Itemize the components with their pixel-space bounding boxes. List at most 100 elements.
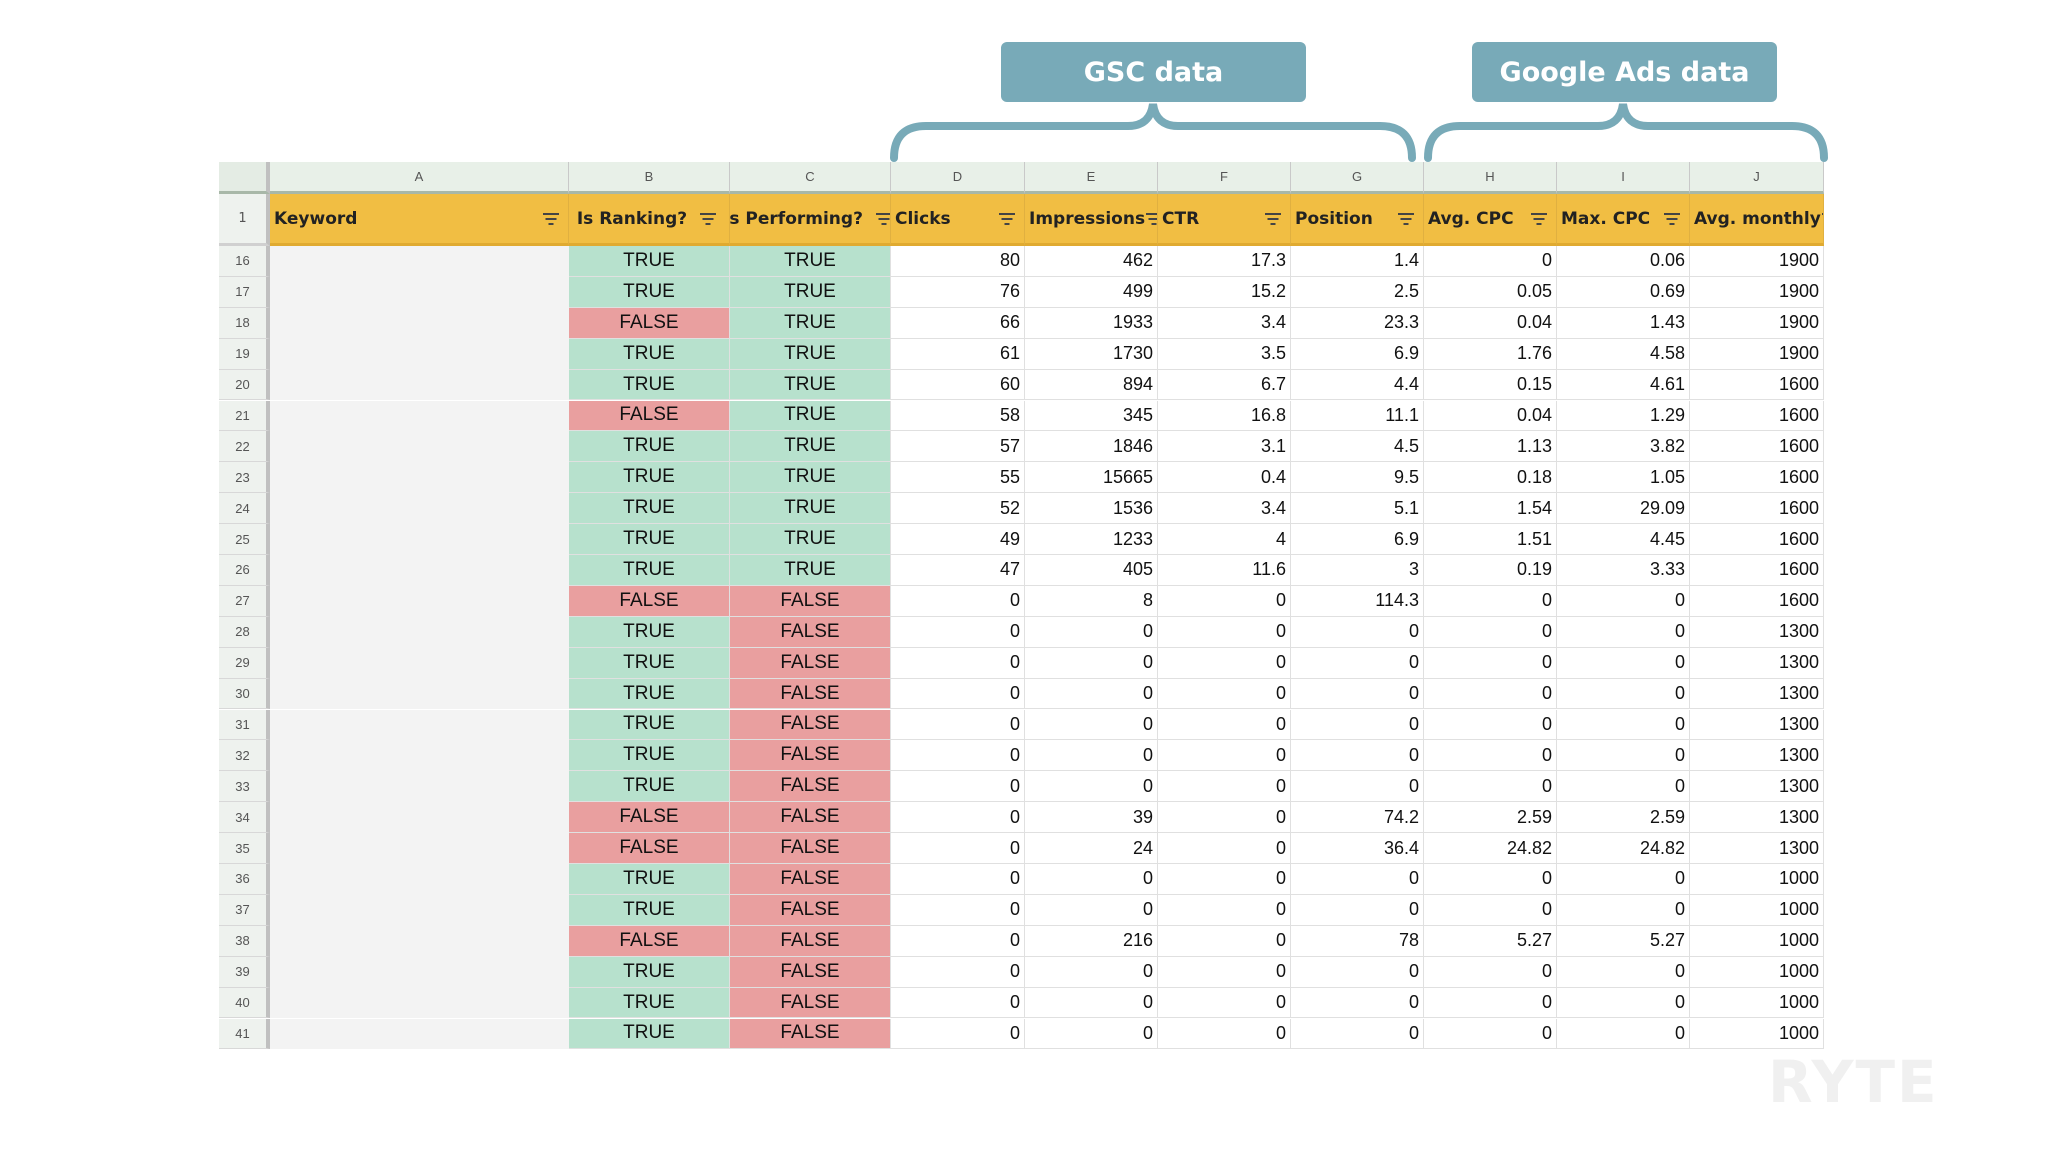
is-performing-cell[interactable]: FALSE	[730, 925, 891, 957]
ctr-cell[interactable]: 0	[1158, 956, 1291, 988]
ctr-cell[interactable]: 0	[1158, 616, 1291, 648]
avg-cpc-cell[interactable]: 0	[1424, 709, 1557, 741]
avg-cpc-cell[interactable]: 0.05	[1424, 276, 1557, 308]
header-cell-avg-cpc[interactable]: Avg. CPC	[1424, 194, 1557, 246]
ctr-cell[interactable]: 6.7	[1158, 369, 1291, 401]
is-ranking-cell[interactable]: TRUE	[569, 493, 730, 525]
avg-cpc-cell[interactable]: 0	[1424, 1018, 1557, 1050]
avg-monthly-cell[interactable]: 1300	[1690, 616, 1824, 648]
header-cell-max-cpc[interactable]: Max. CPC	[1557, 194, 1690, 246]
row-number[interactable]: 25	[219, 524, 270, 555]
column-header-b[interactable]: B	[569, 162, 730, 194]
impressions-cell[interactable]: 894	[1025, 369, 1158, 401]
position-cell[interactable]: 0	[1291, 864, 1424, 895]
clicks-cell[interactable]: 66	[891, 307, 1025, 339]
header-cell-avg-monthly[interactable]: Avg. monthly	[1690, 194, 1824, 246]
avg-monthly-cell[interactable]: 1300	[1690, 833, 1824, 864]
ctr-cell[interactable]: 0.4	[1158, 462, 1291, 494]
is-performing-cell[interactable]: TRUE	[730, 493, 891, 525]
keyword-cell[interactable]	[270, 925, 569, 957]
impressions-cell[interactable]: 0	[1025, 678, 1158, 710]
avg-monthly-cell[interactable]: 1300	[1690, 647, 1824, 679]
avg-monthly-cell[interactable]: 1600	[1690, 555, 1824, 586]
position-cell[interactable]: 4.4	[1291, 369, 1424, 401]
max-cpc-cell[interactable]: 3.82	[1557, 431, 1690, 463]
impressions-cell[interactable]: 0	[1025, 616, 1158, 648]
keyword-cell[interactable]	[270, 307, 569, 339]
max-cpc-cell[interactable]: 0.06	[1557, 246, 1690, 277]
is-performing-cell[interactable]: TRUE	[730, 400, 891, 432]
avg-monthly-cell[interactable]: 1300	[1690, 678, 1824, 710]
clicks-cell[interactable]: 0	[891, 771, 1025, 803]
is-performing-cell[interactable]: FALSE	[730, 956, 891, 988]
position-cell[interactable]: 9.5	[1291, 462, 1424, 494]
row-number[interactable]: 28	[219, 616, 270, 648]
avg-cpc-cell[interactable]: 0	[1424, 894, 1557, 926]
ctr-cell[interactable]: 0	[1158, 647, 1291, 679]
avg-cpc-cell[interactable]: 5.27	[1424, 925, 1557, 957]
filter-icon[interactable]	[542, 212, 560, 225]
position-cell[interactable]: 0	[1291, 678, 1424, 710]
max-cpc-cell[interactable]: 0	[1557, 709, 1690, 741]
is-performing-cell[interactable]: FALSE	[730, 678, 891, 710]
clicks-cell[interactable]: 60	[891, 369, 1025, 401]
max-cpc-cell[interactable]: 4.45	[1557, 524, 1690, 555]
position-cell[interactable]: 2.5	[1291, 276, 1424, 308]
ctr-cell[interactable]: 0	[1158, 585, 1291, 617]
column-header-g[interactable]: G	[1291, 162, 1424, 194]
position-cell[interactable]: 114.3	[1291, 585, 1424, 617]
max-cpc-cell[interactable]: 0	[1557, 1018, 1690, 1050]
clicks-cell[interactable]: 0	[891, 616, 1025, 648]
avg-monthly-cell[interactable]: 1900	[1690, 307, 1824, 339]
is-performing-cell[interactable]: FALSE	[730, 709, 891, 741]
keyword-cell[interactable]	[270, 493, 569, 525]
position-cell[interactable]: 0	[1291, 987, 1424, 1019]
row-number[interactable]: 26	[219, 555, 270, 586]
is-ranking-cell[interactable]: TRUE	[569, 956, 730, 988]
is-ranking-cell[interactable]: TRUE	[569, 894, 730, 926]
is-ranking-cell[interactable]: TRUE	[569, 987, 730, 1019]
clicks-cell[interactable]: 0	[891, 647, 1025, 679]
clicks-cell[interactable]: 0	[891, 987, 1025, 1019]
avg-monthly-cell[interactable]: 1000	[1690, 1018, 1824, 1050]
avg-monthly-cell[interactable]: 1000	[1690, 894, 1824, 926]
is-ranking-cell[interactable]: FALSE	[569, 802, 730, 834]
row-number[interactable]: 35	[219, 833, 270, 864]
keyword-cell[interactable]	[270, 678, 569, 710]
max-cpc-cell[interactable]: 0	[1557, 585, 1690, 617]
filter-icon[interactable]	[1821, 212, 1823, 225]
clicks-cell[interactable]: 0	[891, 678, 1025, 710]
ctr-cell[interactable]: 0	[1158, 833, 1291, 864]
position-cell[interactable]: 5.1	[1291, 493, 1424, 525]
row-number[interactable]: 24	[219, 493, 270, 525]
avg-cpc-cell[interactable]: 0	[1424, 616, 1557, 648]
impressions-cell[interactable]: 0	[1025, 647, 1158, 679]
avg-cpc-cell[interactable]: 0.18	[1424, 462, 1557, 494]
is-performing-cell[interactable]: FALSE	[730, 616, 891, 648]
position-cell[interactable]: 0	[1291, 616, 1424, 648]
avg-cpc-cell[interactable]: 1.51	[1424, 524, 1557, 555]
is-ranking-cell[interactable]: TRUE	[569, 431, 730, 463]
row-number[interactable]: 39	[219, 956, 270, 988]
max-cpc-cell[interactable]: 0	[1557, 616, 1690, 648]
avg-cpc-cell[interactable]: 0.15	[1424, 369, 1557, 401]
impressions-cell[interactable]: 0	[1025, 740, 1158, 772]
header-cell-impressions[interactable]: Impressions	[1025, 194, 1158, 246]
row-number[interactable]: 40	[219, 987, 270, 1019]
impressions-cell[interactable]: 1536	[1025, 493, 1158, 525]
avg-monthly-cell[interactable]: 1600	[1690, 524, 1824, 555]
is-ranking-cell[interactable]: TRUE	[569, 740, 730, 772]
column-header-e[interactable]: E	[1025, 162, 1158, 194]
ctr-cell[interactable]: 11.6	[1158, 555, 1291, 586]
clicks-cell[interactable]: 0	[891, 709, 1025, 741]
ctr-cell[interactable]: 0	[1158, 925, 1291, 957]
avg-cpc-cell[interactable]: 0	[1424, 585, 1557, 617]
keyword-cell[interactable]	[270, 400, 569, 432]
row-number-1[interactable]: 1	[219, 194, 270, 246]
row-number[interactable]: 16	[219, 246, 270, 277]
header-cell-is-performing[interactable]: Is Performing?	[730, 194, 891, 246]
is-ranking-cell[interactable]: TRUE	[569, 524, 730, 555]
row-number[interactable]: 34	[219, 802, 270, 834]
clicks-cell[interactable]: 0	[891, 1018, 1025, 1050]
avg-cpc-cell[interactable]: 0.19	[1424, 555, 1557, 586]
